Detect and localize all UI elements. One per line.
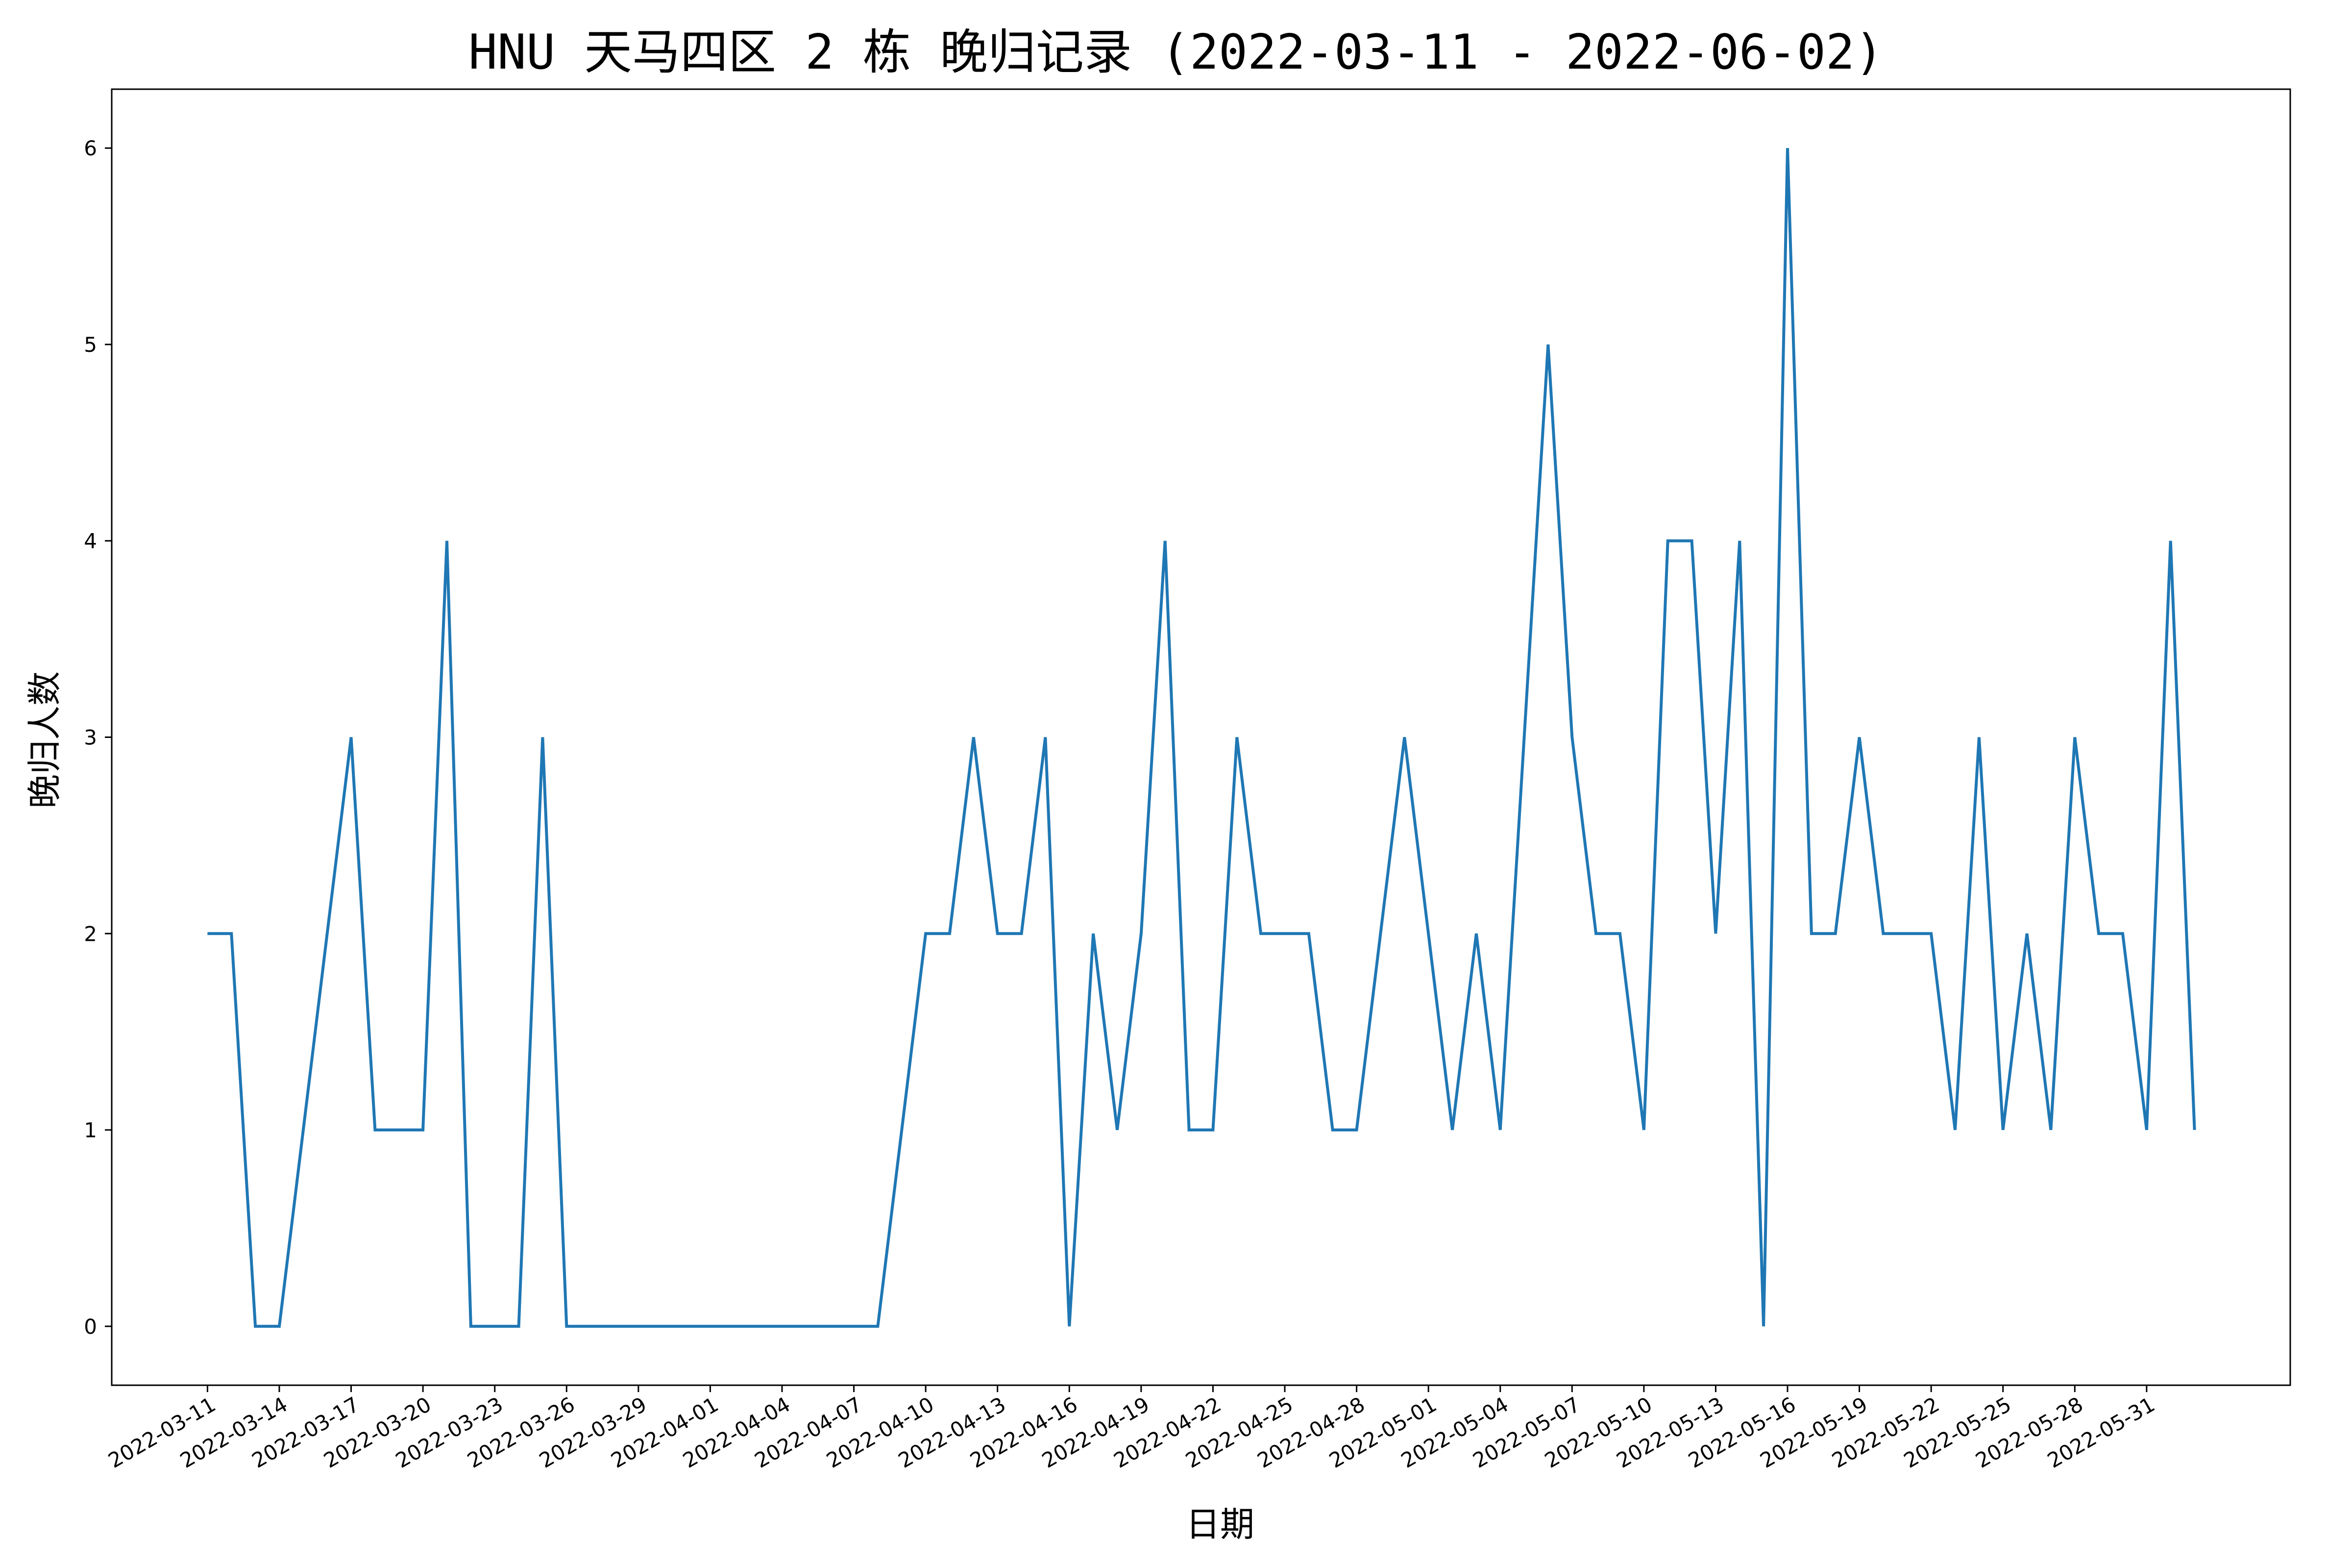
y-tick-label: 6 xyxy=(84,136,97,160)
y-axis: 0 1 2 3 4 5 6 xyxy=(84,136,112,1339)
series-line-0 xyxy=(207,148,2196,1328)
x-axis: 2022-03-112022-03-142022-03-172022-03-20… xyxy=(104,1385,2159,1473)
y-axis-label: 晚归人数 xyxy=(24,671,65,808)
y-tick-label: 4 xyxy=(84,529,97,553)
y-tick-label: 1 xyxy=(84,1118,97,1142)
chart-title: HNU 天马四区 2 栋 晚归记录 (2022-03-11 - 2022-06-… xyxy=(468,24,1884,80)
y-tick-label: 0 xyxy=(84,1315,97,1339)
y-tick-label: 3 xyxy=(84,726,97,750)
y-tick-label: 5 xyxy=(84,333,97,357)
y-tick-label: 2 xyxy=(84,922,97,946)
x-axis-label: 日期 xyxy=(1186,1504,1254,1544)
series-layer xyxy=(207,148,2196,1328)
